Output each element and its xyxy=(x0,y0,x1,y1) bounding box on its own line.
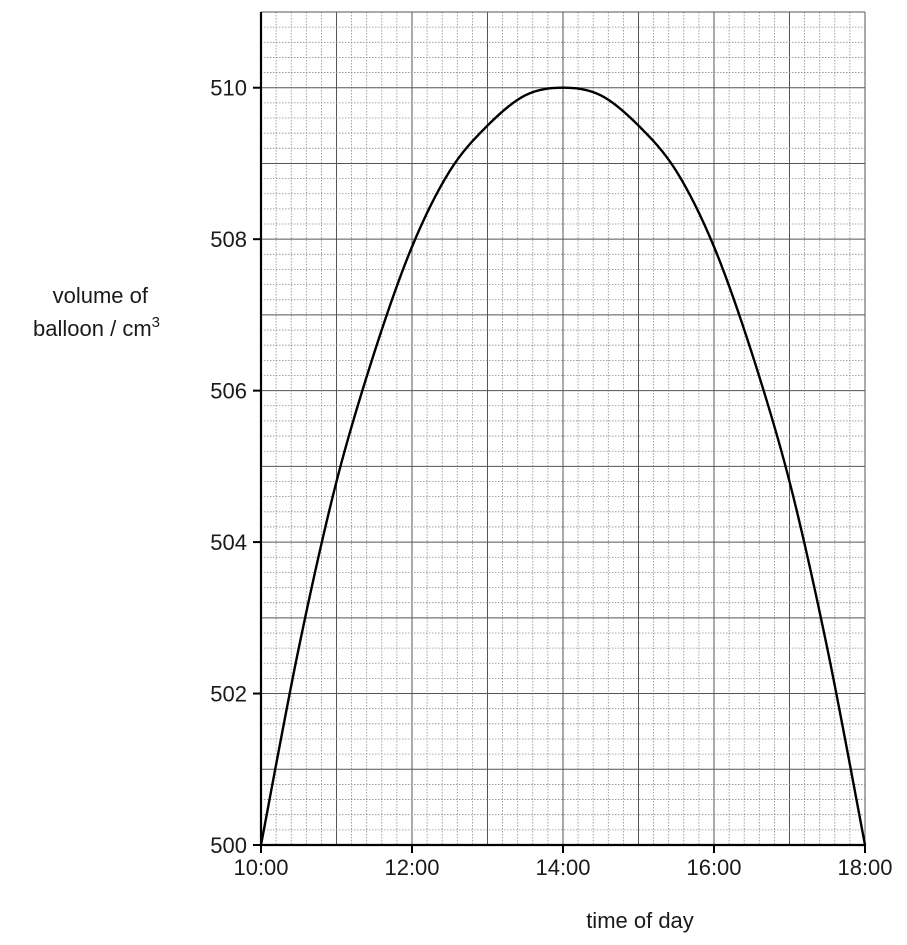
y-tick-label: 502 xyxy=(210,682,247,707)
plot-axes xyxy=(253,12,866,853)
y-tick-label: 504 xyxy=(210,530,247,555)
y-tick-label: 506 xyxy=(210,379,247,404)
tick-labels: 500 502 504 506 508 510 10:00 12:00 14:00 16:00 18… xyxy=(210,76,892,880)
x-tick-label: 14:00 xyxy=(535,855,590,880)
x-tick-label: 16:00 xyxy=(686,855,741,880)
series-line xyxy=(259,86,867,846)
plot-series xyxy=(259,86,867,846)
y-axis-label-main: balloon / cm xyxy=(33,316,152,341)
y-tick-label: 510 xyxy=(210,76,247,101)
y-tick-label: 508 xyxy=(210,227,247,252)
plot-grid xyxy=(260,11,866,846)
x-tick-label: 18:00 xyxy=(837,855,892,880)
x-tick-label: 12:00 xyxy=(384,855,439,880)
y-axis-label-line2: balloon / cm3 xyxy=(33,314,160,341)
y-tick-label: 500 xyxy=(210,833,247,858)
x-tick-label: 10:00 xyxy=(233,855,288,880)
axis-labels: volume of balloon / cm3 time of day xyxy=(33,283,694,933)
y-axis-label-line1: volume of xyxy=(53,283,149,308)
y-axis-label-superscript: 3 xyxy=(152,314,160,331)
x-axis-label: time of day xyxy=(586,908,694,933)
